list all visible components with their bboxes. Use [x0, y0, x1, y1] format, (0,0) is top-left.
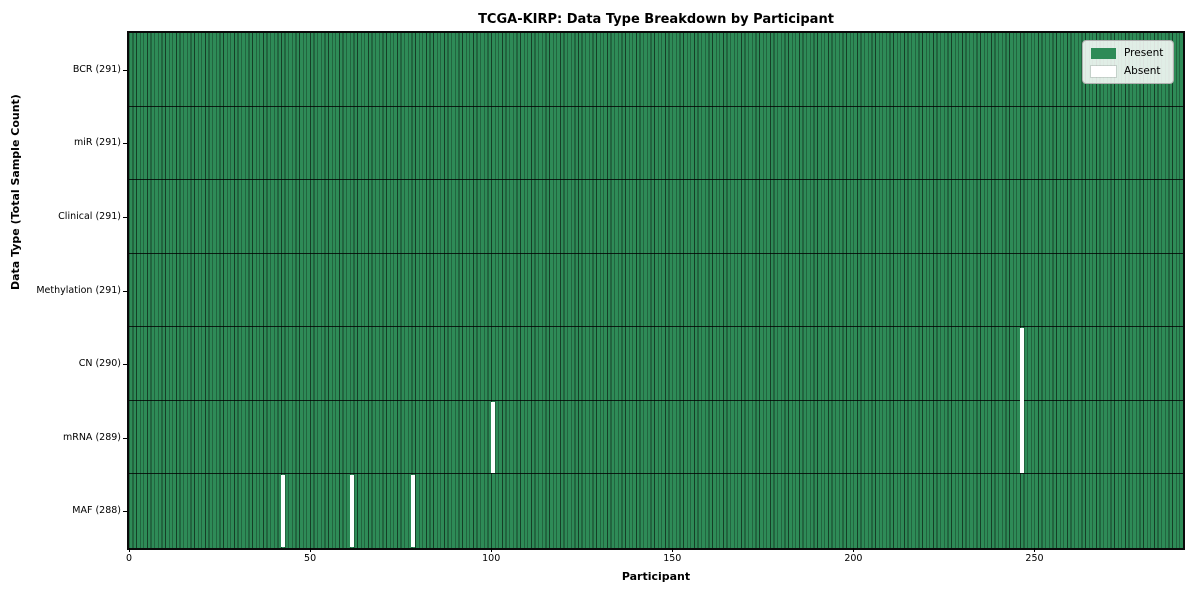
- heatmap-row-mrna: [129, 400, 1183, 475]
- x-tick-label: 100: [482, 553, 501, 564]
- heatmap-row-bcr: [129, 33, 1183, 107]
- y-tick-mark: [123, 216, 127, 218]
- absent-mark: [280, 475, 285, 547]
- y-tick-label: Methylation (291): [36, 284, 121, 296]
- legend-item-absent: Absent: [1090, 64, 1163, 78]
- y-tick-mark: [123, 143, 127, 145]
- x-tick-label: 250: [1025, 553, 1044, 564]
- heatmap-row-methylation: [129, 253, 1183, 328]
- x-tick-label: 150: [663, 553, 682, 564]
- legend-label-present: Present: [1124, 47, 1164, 59]
- x-tick-label: 200: [844, 553, 863, 564]
- x-tick-label: 0: [125, 553, 133, 564]
- absent-swatch: [1090, 64, 1117, 78]
- y-tick-mark: [123, 69, 127, 71]
- heatmap-row-clinical: [129, 180, 1183, 254]
- heatmap-row-mir: [129, 106, 1183, 181]
- x-tick-mark: [672, 548, 674, 552]
- y-tick-mark: [123, 290, 127, 292]
- x-tick-mark: [853, 548, 855, 552]
- y-tick-label: miR (291): [73, 137, 121, 149]
- y-tick-mark: [123, 511, 127, 513]
- x-tick-mark: [310, 548, 312, 552]
- heatmap-row-cn: [129, 327, 1183, 401]
- y-tick-mark: [123, 364, 127, 366]
- absent-mark: [411, 475, 416, 547]
- heatmap-row-maf: [129, 474, 1183, 548]
- plot-area: [127, 31, 1185, 550]
- legend-item-present: Present: [1091, 47, 1163, 59]
- chart-title: TCGA-KIRP: Data Type Breakdown by Partic…: [478, 12, 834, 27]
- legend: Present Absent: [1082, 40, 1175, 84]
- y-tick-label: BCR (291): [72, 63, 121, 75]
- x-tick-mark: [491, 548, 493, 552]
- y-tick-label: mRNA (289): [62, 431, 121, 443]
- absent-mark: [1019, 328, 1024, 402]
- y-tick-label: MAF (288): [72, 505, 121, 517]
- legend-label-absent: Absent: [1124, 65, 1161, 77]
- present-swatch: [1091, 47, 1116, 59]
- y-tick-label: CN (290): [78, 358, 121, 370]
- x-tick-label: 50: [304, 553, 317, 564]
- y-tick-mark: [123, 437, 127, 439]
- absent-mark: [349, 475, 354, 547]
- x-tick-mark: [1034, 548, 1036, 552]
- x-axis-label: Participant: [621, 570, 691, 583]
- absent-mark: [1019, 399, 1024, 474]
- x-tick-mark: [129, 548, 130, 552]
- absent-mark: [490, 401, 496, 474]
- y-tick-label: Clinical (291): [58, 210, 121, 222]
